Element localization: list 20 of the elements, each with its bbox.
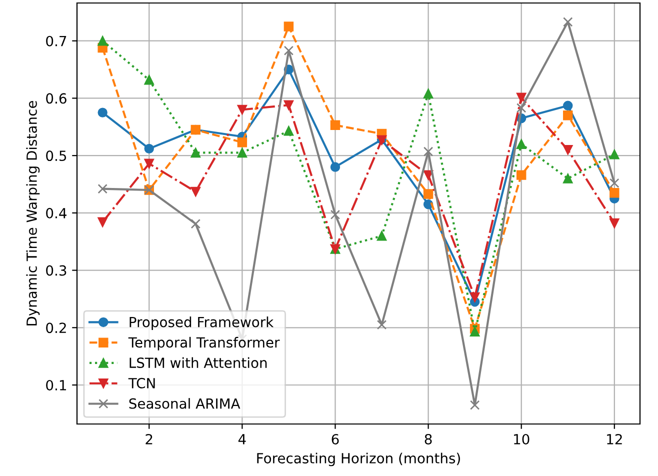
y-axis-title: Dynamic Time Warping Distance (26, 100, 40, 326)
legend-label: Seasonal ARIMA (129, 398, 240, 409)
legend-label: Temporal Transformer (128, 336, 280, 350)
x-tick-label: 10 (514, 434, 530, 444)
y-tick-label: 0.4 (46, 208, 66, 218)
x-tick-label: 12 (607, 434, 622, 444)
x-axis-title: Forecasting Horizon (months) (257, 452, 460, 466)
y-tick-label: 0.1 (46, 380, 66, 390)
y-tick-label: 0.7 (46, 36, 66, 46)
legend-label: Proposed Framework (130, 316, 274, 330)
x-tick-label: 6 (332, 434, 339, 444)
legend-label: TCN (128, 378, 155, 388)
y-tick-label: 0.6 (46, 93, 66, 104)
y-tick-label: 0.2 (46, 322, 66, 334)
x-tick-label: 2 (146, 434, 152, 444)
x-tick-label: 4 (238, 434, 246, 444)
y-tick-label: 0.5 (46, 150, 66, 162)
legend-label: LSTM with Attention (130, 357, 267, 368)
y-tick-label: 0.3 (46, 265, 66, 276)
x-tick-label: 8 (424, 434, 432, 444)
